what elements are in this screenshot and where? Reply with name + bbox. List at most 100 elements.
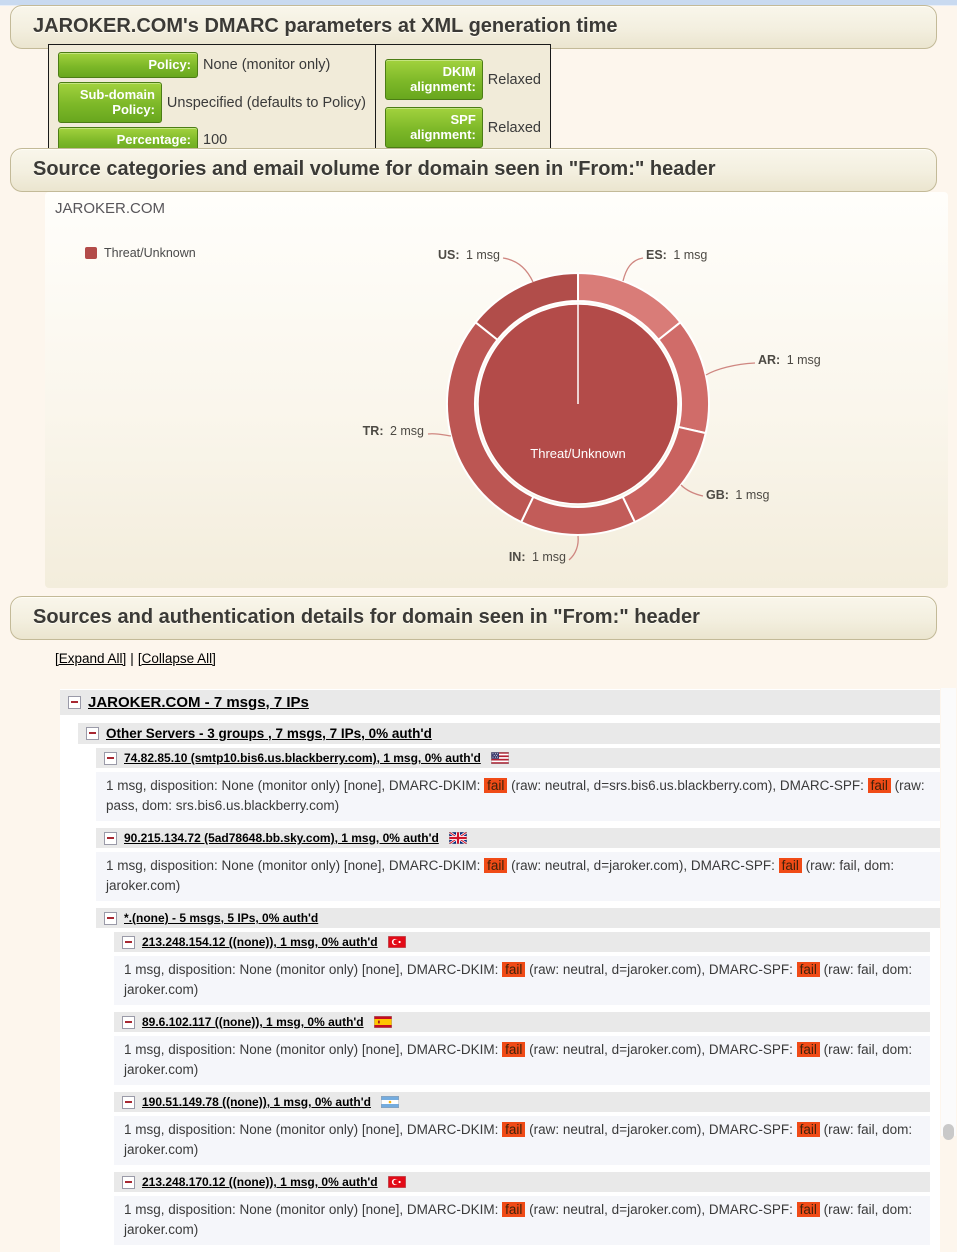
dmarc-parameters-panel-header: JAROKER.COM's DMARC parameters at XML ge…: [10, 5, 937, 49]
tree-scrollbar-thumb[interactable]: [943, 1124, 954, 1140]
tree-row-group[interactable]: *.(none) - 5 msgs, 5 IPs, 0% auth'd: [96, 908, 940, 928]
fail-badge: fail: [778, 858, 802, 873]
slice-label-es: ES: 1 msg: [646, 248, 707, 262]
leader-line-in: [568, 535, 579, 561]
sources-auth-title: Sources and authentication details for d…: [33, 606, 700, 628]
tree-row-link[interactable]: 74.82.85.10 (smtp10.bis6.us.blackberry.c…: [124, 751, 481, 765]
controls-separator: |: [130, 651, 134, 666]
tree-row-host[interactable]: 90.215.134.72 (5ad78648.bb.sky.com), 1 m…: [96, 828, 940, 848]
tree-row-link[interactable]: 190.51.149.78 ((none)), 1 msg, 0% auth'd: [142, 1095, 371, 1109]
flag-gb-icon: [448, 832, 467, 844]
dkim-alignment-row: DKIM alignment: Relaxed: [385, 59, 541, 100]
dmarc-parameters-table: Policy: None (monitor only) Sub-domain P…: [48, 44, 551, 164]
collapse-minus-icon[interactable]: [104, 911, 117, 925]
leader-line-ar: [705, 362, 756, 376]
collapse-minus-icon[interactable]: [122, 1095, 135, 1109]
collapse-minus-icon[interactable]: [104, 831, 117, 845]
tree-row-link[interactable]: 90.215.134.72 (5ad78648.bb.sky.com), 1 m…: [124, 831, 439, 845]
tree-scrollbar-track[interactable]: [941, 688, 956, 1140]
collapse-minus-icon[interactable]: [104, 751, 117, 765]
tree-row-link[interactable]: 213.248.154.12 ((none)), 1 msg, 0% auth'…: [142, 935, 378, 949]
tree-row-host[interactable]: 89.6.102.117 ((none)), 1 msg, 0% auth'd: [114, 1012, 930, 1032]
auth-detail-row: 1 msg, disposition: None (monitor only) …: [96, 852, 940, 901]
tree-row-link[interactable]: Other Servers - 3 groups , 7 msgs, 7 IPs…: [106, 726, 432, 741]
policy-value: None (monitor only): [203, 57, 331, 73]
fail-badge: fail: [796, 1042, 820, 1057]
donut-segment-us[interactable]: [474, 272, 579, 341]
donut-chart-svg: Threat/Unknown ES: 1 msg AR: 1 msg GB: 1 ms…: [363, 248, 821, 564]
leader-line-us: [502, 257, 534, 283]
policy-row: Policy: None (monitor only): [58, 52, 366, 78]
flag-es-icon: [373, 1016, 392, 1028]
donut-center-label: Threat/Unknown: [530, 446, 625, 461]
slice-label-us: US: 1 msg: [438, 248, 500, 262]
tree-row-host[interactable]: 213.248.154.12 ((none)), 1 msg, 0% auth'…: [114, 932, 930, 952]
auth-detail-row: 1 msg, disposition: None (monitor only) …: [114, 1116, 930, 1165]
policy-params-box: Policy: None (monitor only) Sub-domain P…: [48, 44, 376, 164]
collapse-minus-icon[interactable]: [122, 1015, 135, 1029]
collapse-minus-icon[interactable]: [122, 935, 135, 949]
fail-badge: fail: [502, 962, 526, 977]
leader-line-es: [622, 257, 644, 282]
fail-badge: fail: [796, 1202, 820, 1217]
expand-all-link[interactable]: [Expand All]: [55, 651, 127, 666]
leader-line-tr: [427, 433, 452, 437]
spf-alignment-value: Relaxed: [487, 119, 541, 136]
sources-tree: JAROKER.COM - 7 msgs, 7 IPs Other Servers…: [60, 689, 940, 1252]
tree-row-host[interactable]: 213.248.170.12 ((none)), 1 msg, 0% auth'…: [114, 1172, 930, 1192]
spf-alignment-label: SPF alignment:: [385, 107, 483, 148]
subdomain-policy-label: Sub-domain Policy:: [58, 82, 162, 123]
alignment-params-box: DKIM alignment: Relaxed SPF alignment: R…: [376, 44, 551, 164]
policy-label: Policy:: [58, 52, 198, 78]
tree-row-link[interactable]: 89.6.102.117 ((none)), 1 msg, 0% auth'd: [142, 1015, 364, 1029]
fail-badge: fail: [484, 778, 508, 793]
fail-badge: fail: [502, 1122, 526, 1137]
slice-label-tr: TR: 2 msg: [363, 424, 424, 438]
legend-label-threat-unknown: Threat/Unknown: [104, 246, 196, 260]
chart-legend[interactable]: Threat/Unknown: [85, 246, 196, 260]
fail-badge: fail: [484, 858, 508, 873]
collapse-minus-icon[interactable]: [68, 696, 81, 709]
percentage-value: 100: [203, 132, 228, 148]
tree-row-link[interactable]: *.(none) - 5 msgs, 5 IPs, 0% auth'd: [124, 911, 319, 925]
fail-badge: fail: [796, 962, 820, 977]
chart-title: JAROKER.COM: [55, 200, 166, 217]
donut-chart: Threat/Unknown ES: 1 msg AR: 1 msg GB: 1 ms…: [45, 192, 948, 588]
flag-tr-icon: [387, 936, 406, 948]
source-categories-panel-header: Source categories and email volume for d…: [10, 148, 937, 192]
spf-alignment-row: SPF alignment: Relaxed: [385, 107, 541, 148]
fail-badge: fail: [502, 1042, 526, 1057]
tree-row-group[interactable]: JAROKER.COM - 7 msgs, 7 IPs: [60, 690, 940, 715]
tree-row-link[interactable]: JAROKER.COM - 7 msgs, 7 IPs: [88, 694, 309, 711]
fail-badge: fail: [502, 1202, 526, 1217]
tree-row-link[interactable]: 213.248.170.12 ((none)), 1 msg, 0% auth'…: [142, 1175, 378, 1189]
slice-label-ar: AR: 1 msg: [758, 353, 821, 367]
tree-row-host[interactable]: 190.51.149.78 ((none)), 1 msg, 0% auth'd: [114, 1092, 930, 1112]
source-categories-title: Source categories and email volume for d…: [33, 158, 716, 180]
source-categories-chart-panel: Threat/Unknown ES: 1 msg AR: 1 msg GB: 1 ms…: [45, 192, 948, 588]
tree-row-host[interactable]: 74.82.85.10 (smtp10.bis6.us.blackberry.c…: [96, 748, 940, 768]
dkim-alignment-label: DKIM alignment:: [385, 59, 483, 100]
collapse-all-link[interactable]: [Collapse All]: [137, 651, 216, 666]
fail-badge: fail: [867, 778, 891, 793]
auth-detail-row: 1 msg, disposition: None (monitor only) …: [96, 772, 940, 821]
dkim-alignment-value: Relaxed: [487, 71, 541, 88]
flag-us-icon: [490, 752, 509, 764]
collapse-minus-icon[interactable]: [86, 727, 99, 740]
slice-label-gb: GB: 1 msg: [706, 488, 769, 502]
flag-tr-icon: [387, 1176, 406, 1188]
flag-ar-icon: [380, 1096, 399, 1108]
tree-row-group[interactable]: Other Servers - 3 groups , 7 msgs, 7 IPs…: [78, 723, 940, 744]
subdomain-policy-row: Sub-domain Policy: Unspecified (defaults…: [58, 82, 366, 123]
collapse-minus-icon[interactable]: [122, 1175, 135, 1189]
slice-label-in: IN: 1 msg: [509, 550, 566, 564]
fail-badge: fail: [796, 1122, 820, 1137]
subdomain-policy-value: Unspecified (defaults to Policy): [166, 94, 366, 111]
legend-swatch-threat-unknown: [85, 247, 97, 259]
sources-auth-panel-header: Sources and authentication details for d…: [10, 596, 937, 640]
auth-detail-row: 1 msg, disposition: None (monitor only) …: [114, 956, 930, 1005]
page-title: JAROKER.COM's DMARC parameters at XML ge…: [33, 15, 618, 37]
tree-controls: [Expand All] | [Collapse All]: [55, 651, 216, 666]
auth-detail-row: 1 msg, disposition: None (monitor only) …: [114, 1036, 930, 1085]
leader-line-gb: [680, 484, 704, 497]
